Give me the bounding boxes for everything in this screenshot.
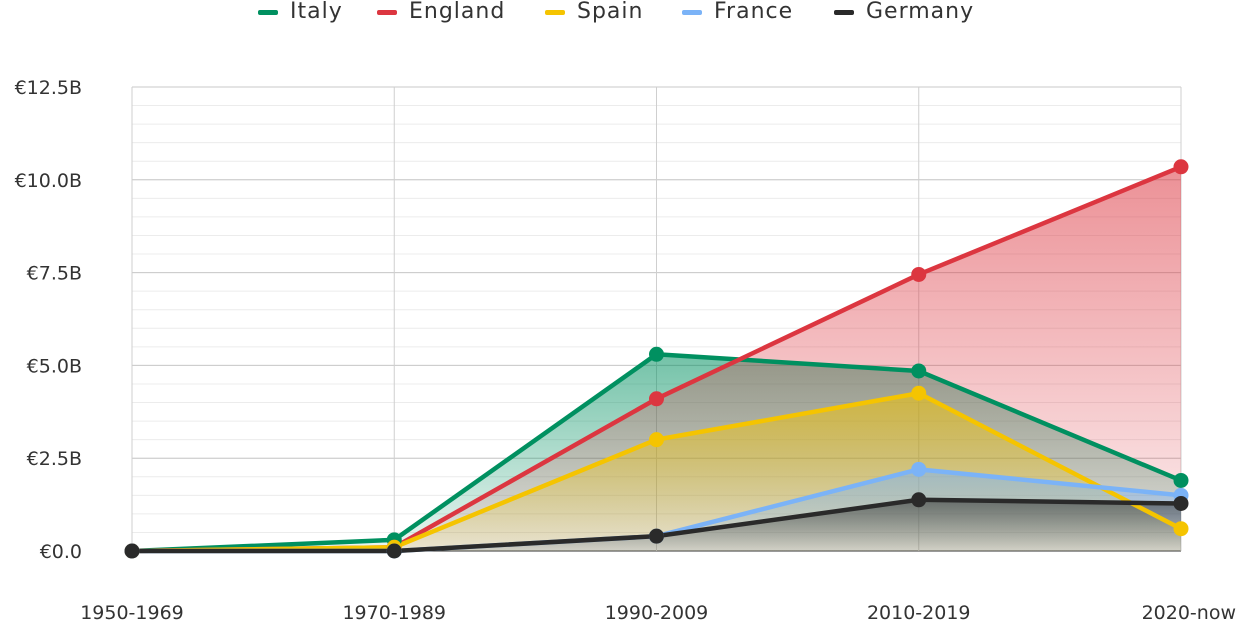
legend-swatch xyxy=(682,9,702,15)
legend-label: Germany xyxy=(866,0,975,24)
legend-swatch xyxy=(258,9,278,15)
x-tick-label: 2010-2019 xyxy=(867,602,971,621)
point-england[interactable] xyxy=(1173,159,1189,175)
point-germany[interactable] xyxy=(911,492,927,508)
x-axis: 1950-1969 1970-1989 1990-2009 2010-2019 2020… xyxy=(80,602,1236,621)
y-tick-label: €0.0 xyxy=(40,541,82,563)
y-tick-label: €5.0B xyxy=(27,355,82,377)
area-germany xyxy=(132,499,1181,551)
y-tick-label: €2.5B xyxy=(27,448,82,470)
point-germany[interactable] xyxy=(386,543,402,559)
y-tick-label: €10.0B xyxy=(15,170,82,192)
point-italy[interactable] xyxy=(649,346,664,362)
point-germany[interactable] xyxy=(124,543,140,559)
point-france[interactable] xyxy=(911,461,927,477)
point-italy[interactable] xyxy=(911,363,927,379)
y-axis: €0.0 €2.5B €5.0B €7.5B €10.0B €12.5B xyxy=(15,77,82,563)
legend-item-germany[interactable]: Germany xyxy=(834,0,974,24)
point-england[interactable] xyxy=(649,391,664,407)
point-germany[interactable] xyxy=(649,528,664,544)
x-tick-label: 2020-now xyxy=(1142,602,1236,621)
legend-swatch xyxy=(545,9,565,15)
x-tick-label: 1950-1969 xyxy=(80,602,184,621)
legend-label: Spain xyxy=(577,0,644,24)
legend-label: France xyxy=(714,0,794,24)
point-spain[interactable] xyxy=(911,385,927,401)
point-spain[interactable] xyxy=(1173,521,1189,537)
y-tick-label: €7.5B xyxy=(27,263,82,285)
series-points xyxy=(124,159,1189,559)
point-germany[interactable] xyxy=(1173,495,1189,511)
x-tick-label: 1970-1989 xyxy=(342,602,446,621)
point-england[interactable] xyxy=(911,266,927,282)
legend-swatch xyxy=(377,9,397,15)
legend-label: Italy xyxy=(290,0,343,24)
y-tick-label: €12.5B xyxy=(15,77,82,99)
point-spain[interactable] xyxy=(649,432,664,448)
legend-item-france[interactable]: France xyxy=(682,0,793,24)
legend-swatch xyxy=(834,9,854,15)
x-tick-label: 1990-2009 xyxy=(605,602,709,621)
legend-label: England xyxy=(409,0,506,24)
chart-legend: Italy England Spain France Germany xyxy=(0,0,1239,26)
legend-item-england[interactable]: England xyxy=(377,0,505,24)
point-italy[interactable] xyxy=(1173,472,1189,488)
legend-item-italy[interactable]: Italy xyxy=(258,0,343,24)
legend-item-spain[interactable]: Spain xyxy=(545,0,643,24)
